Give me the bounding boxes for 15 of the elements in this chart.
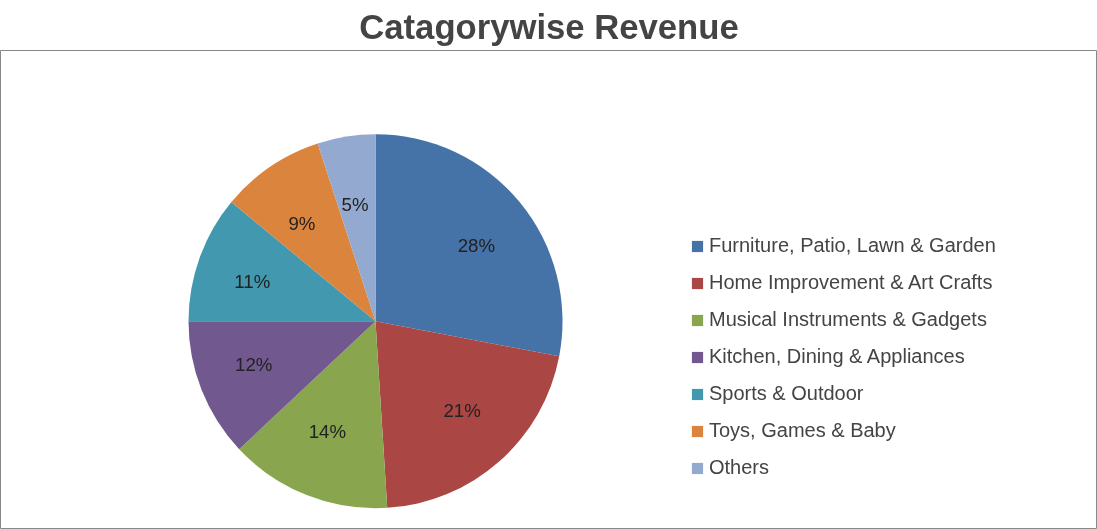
data-label: 21% (443, 399, 481, 421)
legend-label: Musical Instruments & Gadgets (709, 308, 987, 331)
legend-label: Kitchen, Dining & Appliances (709, 345, 965, 368)
data-label: 14% (308, 420, 346, 442)
data-label: 12% (235, 354, 273, 376)
legend-label: Toys, Games & Baby (709, 419, 896, 442)
legend-label: Home Improvement & Art Crafts (709, 271, 993, 294)
legend-label: Others (709, 456, 770, 479)
chart-title: Catagorywise Revenue (359, 7, 739, 46)
data-label: 9% (288, 212, 316, 234)
data-label: 5% (341, 193, 369, 215)
data-label: 11% (234, 270, 271, 292)
legend-label: Furniture, Patio, Lawn & Garden (709, 234, 996, 257)
data-label: 28% (457, 235, 496, 257)
legend-label: Sports & Outdoor (709, 382, 864, 405)
